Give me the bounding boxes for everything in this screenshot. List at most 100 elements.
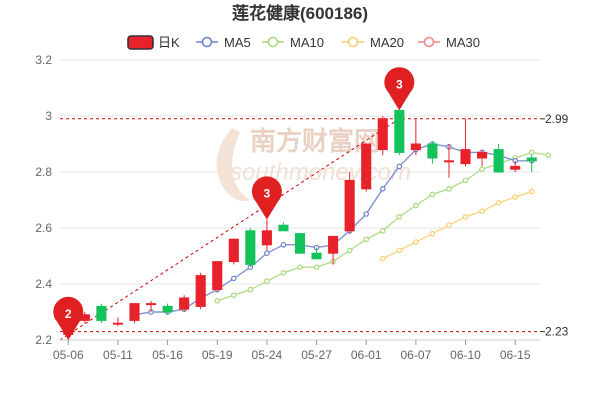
ma10-point (396, 214, 403, 220)
ma10-point (413, 202, 419, 209)
ma10-point (379, 228, 386, 234)
candle (328, 235, 339, 265)
legend: 日K MA5 MA10 MA20 MA30 (127, 35, 480, 50)
legend-item-ma20[interactable]: MA20 (342, 35, 404, 50)
ma20-point (413, 239, 419, 245)
legend-marker (201, 36, 213, 48)
legend-marker (347, 36, 359, 48)
candle-body (245, 230, 256, 265)
candle (261, 219, 272, 251)
ma20-point (446, 222, 452, 229)
ma10-point (545, 152, 552, 159)
y-tick-label: 2.8 (35, 165, 52, 179)
candle (162, 303, 173, 315)
candle-body (443, 160, 455, 163)
x-tick-label: 06-15 (500, 348, 531, 362)
x-tick-label: 05-16 (152, 348, 183, 362)
ma10-point (264, 278, 270, 285)
ma5-point (264, 250, 270, 257)
candle (344, 172, 355, 234)
candle (212, 261, 223, 293)
chart-title: 莲花健康(600186) (232, 3, 368, 23)
ma5-point (396, 163, 403, 170)
candle-body (278, 224, 289, 232)
ma10-point (247, 286, 254, 293)
candle-body (394, 109, 405, 153)
x-tick-label: 05-24 (252, 348, 283, 362)
trend-line (59, 118, 400, 341)
candle (195, 272, 206, 310)
candle-body (179, 297, 190, 310)
y-tick-label: 3 (45, 109, 52, 123)
ma20-point (512, 194, 518, 201)
x-tick-label: 06-10 (450, 348, 481, 362)
candle-body (212, 261, 223, 291)
candle (427, 141, 438, 164)
candle-body (344, 179, 355, 232)
y-tick-label: 3.2 (35, 53, 52, 67)
legend-label: 日K (158, 35, 180, 50)
candle (179, 295, 190, 312)
pin-label: 3 (396, 77, 403, 91)
markers: 2 3 3 (53, 67, 415, 340)
candle-body (294, 233, 306, 254)
x-tick-label: 06-01 (351, 348, 382, 362)
ma10-point (280, 269, 287, 276)
ma10-point (297, 264, 303, 271)
legend-marker (423, 36, 435, 48)
candle-body (328, 235, 339, 254)
ma20-line (382, 190, 532, 260)
candle-body (228, 238, 239, 263)
grid (60, 59, 540, 341)
ma10-point (528, 149, 535, 156)
legend-item-candle[interactable]: 日K (127, 35, 180, 50)
candle (394, 109, 405, 156)
marker-pin: 3 (251, 176, 282, 220)
ma20-point (479, 208, 485, 215)
x-tick-label: 05-27 (301, 348, 332, 362)
candle-body (195, 275, 206, 307)
candle (460, 118, 471, 167)
legend-label: MA20 (370, 35, 404, 50)
x-tick-label: 05-19 (202, 348, 233, 362)
trend-line (59, 118, 400, 341)
pin-shape (251, 176, 282, 220)
pin-shape (53, 296, 84, 340)
candle-body (311, 252, 322, 260)
candle (493, 144, 504, 173)
watermark-cn: 南方财富网 (250, 126, 380, 156)
candle-body (493, 149, 504, 173)
legend-item-ma5[interactable]: MA5 (196, 35, 251, 50)
ma20-point (495, 200, 502, 206)
x-axis: 05-06 05-11 05-16 05-19 05-24 05-27 06-01 06-07… (53, 340, 531, 362)
candle-body (129, 303, 140, 321)
ma5-point (280, 242, 287, 248)
ref-line-label: 2.23 (545, 325, 569, 339)
ma10-point (313, 264, 320, 271)
candle (112, 317, 123, 326)
legend-item-ma30[interactable]: MA30 (418, 35, 480, 50)
ma5-point (363, 211, 370, 217)
candle (526, 155, 537, 172)
candle-body (96, 305, 107, 321)
candle-body (427, 143, 438, 159)
ma20-point (379, 255, 386, 262)
y-axis: 2.2 2.4 2.6 2.8 3 3.2 (35, 53, 540, 347)
marker-pin: 3 (384, 67, 415, 111)
candle (361, 143, 372, 192)
marker-pin: 2 (53, 296, 84, 340)
ma5-point (379, 186, 386, 192)
candle-body (410, 143, 421, 151)
y-tick-label: 2.2 (35, 333, 52, 347)
candle (311, 247, 322, 260)
candle-legend-icon (127, 35, 154, 50)
candle-body (261, 230, 272, 246)
candle (228, 238, 239, 265)
legend-label: MA10 (290, 35, 324, 50)
legend-item-ma10[interactable]: MA10 (262, 35, 324, 50)
candle (278, 222, 289, 232)
y-tick-label: 2.4 (35, 277, 52, 291)
candle-body (460, 149, 471, 165)
candle-body (477, 151, 488, 159)
